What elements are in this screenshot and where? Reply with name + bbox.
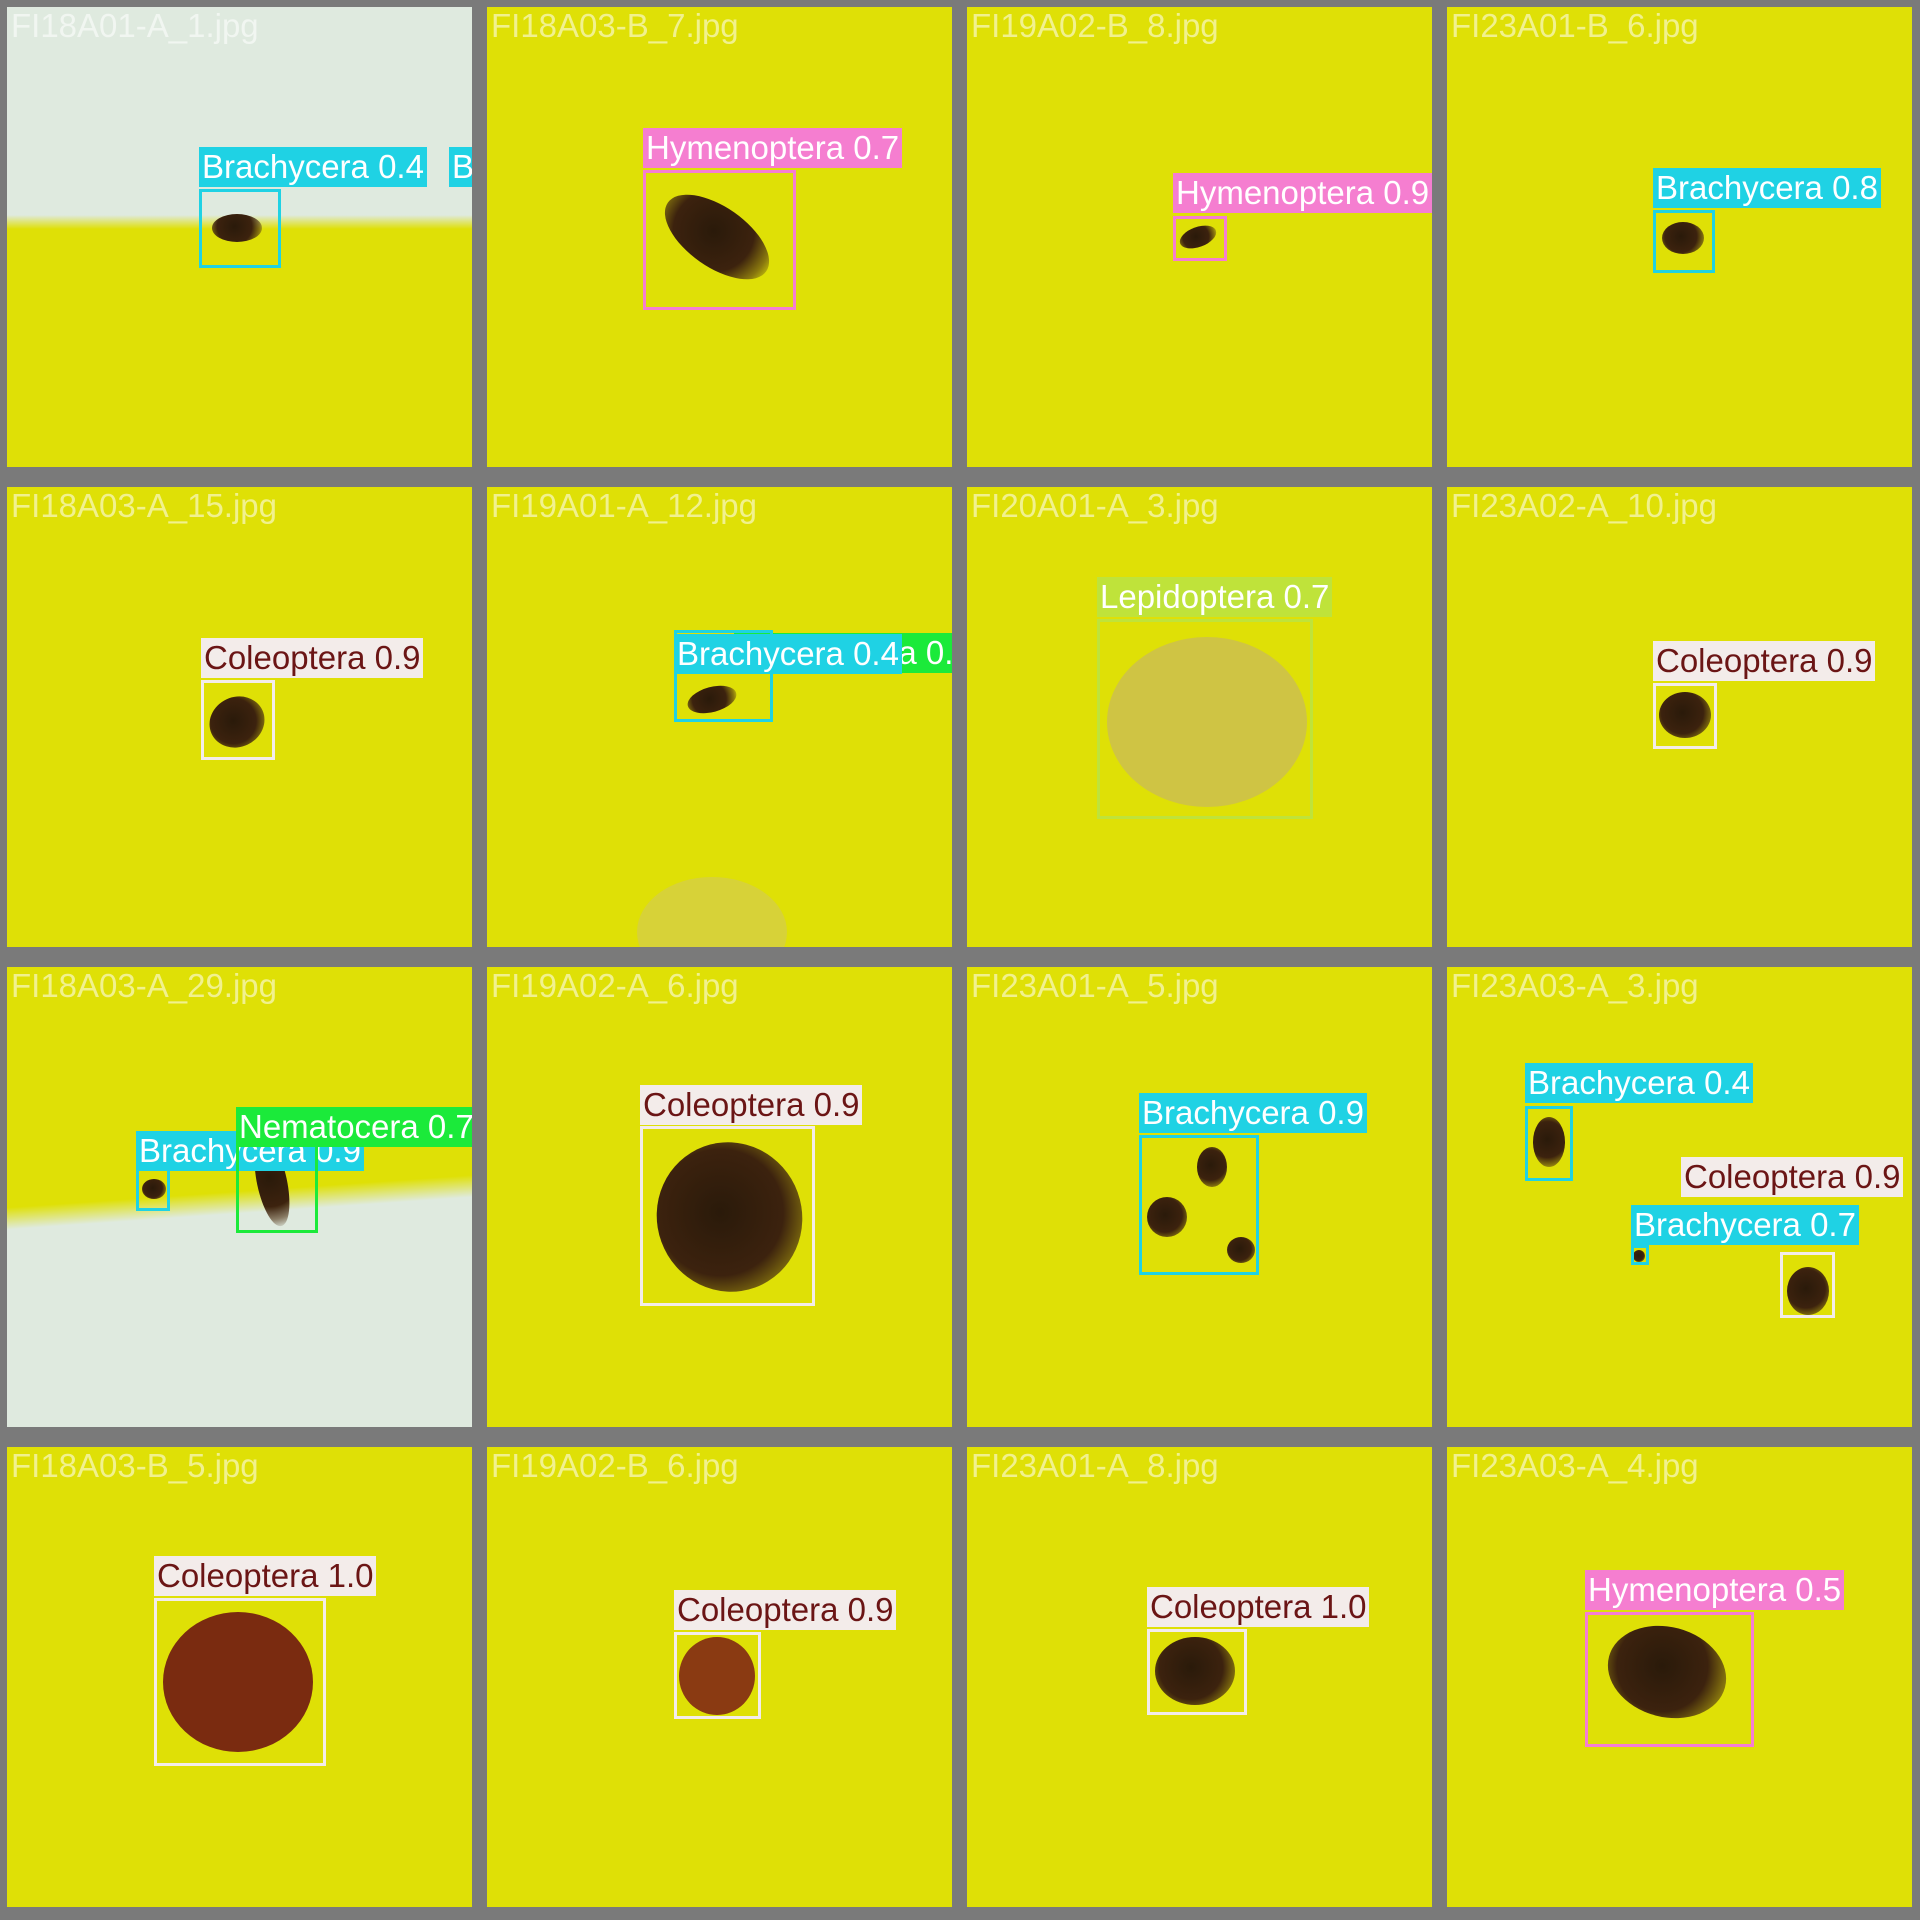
detection-box <box>1173 216 1227 261</box>
detection-box <box>1139 1135 1259 1275</box>
insect-specimen <box>1155 1637 1235 1705</box>
image-tile: Coleoptera 1.0 FI18A03-B_5.jpg <box>7 1447 472 1907</box>
image-tile: Nematocera 0.8Brachycera 0.4FI19A01-A_12… <box>487 487 952 947</box>
trap-photo <box>487 487 952 947</box>
image-filename: FI18A03-B_7.jpg <box>491 7 739 44</box>
image-tile: Hymenoptera 0.9 FI19A02-B_8.jpg <box>967 7 1432 467</box>
detection-label: Coleoptera 1.0 <box>1147 1587 1370 1627</box>
insect-specimen <box>142 1179 166 1199</box>
detection-box <box>674 1632 761 1719</box>
image-tile: Brachycera 0.4 Coleoptera 0.9 Brachycera 0… <box>1447 967 1912 1427</box>
insect-specimen <box>1197 1147 1227 1187</box>
detection-box <box>1097 619 1313 819</box>
image-filename: FI18A03-A_15.jpg <box>11 487 278 524</box>
trap-photo <box>967 967 1432 1427</box>
image-filename: FI19A01-A_12.jpg <box>491 487 758 524</box>
detection-label: Coleoptera 0.9 <box>1653 641 1876 681</box>
image-tile: Coleoptera 1.0 FI23A01-A_8.jpg <box>967 1447 1432 1907</box>
detection-label: Brachycera 0.4 <box>674 634 902 674</box>
image-filename: FI18A01-A_1.jpg <box>11 7 259 44</box>
detection-box <box>1631 1245 1649 1265</box>
image-filename: FI23A03-A_4.jpg <box>1451 1447 1699 1484</box>
image-filename: FI23A02-A_10.jpg <box>1451 487 1718 524</box>
insect-specimen <box>163 1612 313 1752</box>
detection-box <box>674 630 773 722</box>
image-tile: Brachycera 0.9 FI23A01-A_5.jpg <box>967 967 1432 1427</box>
detection-box <box>1585 1612 1754 1747</box>
image-filename: FI23A01-B_6.jpg <box>1451 7 1699 44</box>
image-tile: Coleoptera 0.9 FI19A02-B_6.jpg <box>487 1447 952 1907</box>
detection-box <box>1525 1106 1573 1181</box>
detection-box <box>201 680 275 760</box>
detection-label: Brachycera 0.9 <box>1139 1093 1367 1133</box>
detection-label: Coleoptera 1.0 <box>154 1556 377 1596</box>
insect-specimen <box>1633 1250 1645 1262</box>
detection-label: Hymenoptera 0.7 <box>643 128 903 168</box>
detection-label: Hymenoptera 0.9 <box>1173 173 1432 213</box>
detection-label: Brachycera 0.8 <box>1653 168 1881 208</box>
image-tile: Brachycera 0.8 FI23A01-B_6.jpg <box>1447 7 1912 467</box>
trap-photo <box>7 967 472 1427</box>
image-tile: Coleoptera 0.9 FI19A02-A_6.jpg <box>487 967 952 1427</box>
insect-specimen <box>1533 1117 1565 1167</box>
detection-box <box>1780 1252 1835 1318</box>
insect-specimen <box>1662 222 1704 254</box>
detection-label: Brachycera 0.9 <box>449 147 472 187</box>
insect-specimen <box>1787 1267 1829 1315</box>
detection-label: Brachycera 0.4 <box>1525 1063 1753 1103</box>
detection-label: Coleoptera 0.9 <box>1681 1157 1904 1197</box>
insect-specimen <box>1659 692 1711 738</box>
image-filename: FI19A02-B_8.jpg <box>971 7 1219 44</box>
detection-box <box>136 1167 170 1211</box>
image-filename: FI19A02-A_6.jpg <box>491 967 739 1004</box>
detection-label: Brachycera 0.4 <box>199 147 427 187</box>
detection-label: Coleoptera 0.9 <box>201 638 424 678</box>
image-filename: FI23A01-A_8.jpg <box>971 1447 1219 1484</box>
detection-label: Coleoptera 0.9 <box>674 1590 897 1630</box>
detection-label: Coleoptera 0.9 <box>640 1085 863 1125</box>
insect-specimen <box>1147 1197 1187 1237</box>
detection-label: Brachycera 0.9 <box>136 1131 364 1171</box>
image-filename: FI19A02-B_6.jpg <box>491 1447 739 1484</box>
detection-box <box>1147 1629 1247 1715</box>
detection-label: Lepidoptera 0.7 <box>1097 577 1333 617</box>
detection-box <box>640 1126 815 1306</box>
image-filename: FI23A01-A_5.jpg <box>971 967 1219 1004</box>
trap-photo <box>1447 967 1912 1427</box>
detection-label: Brachycera 0.7 <box>1631 1205 1859 1245</box>
image-tile: Coleoptera 0.9 FI18A03-A_15.jpg <box>7 487 472 947</box>
detection-box <box>1653 683 1717 749</box>
insect-specimen <box>212 214 262 242</box>
detection-label: Hymenoptera 0.5 <box>1585 1570 1845 1610</box>
image-tile: Coleoptera 0.9 FI23A02-A_10.jpg <box>1447 487 1912 947</box>
detection-box <box>154 1598 326 1766</box>
insect-specimen <box>1227 1237 1255 1263</box>
insect-specimen <box>1107 637 1307 807</box>
image-tile: Brachycera 0.4 Brachycera 0.9 FI18A01-A_1.… <box>7 7 472 467</box>
image-tile: Lepidoptera 0.7 FI20A01-A_3.jpg <box>967 487 1432 947</box>
image-tile: Brachycera 0.9 Nematocera 0.7 FI18A03-A_29… <box>7 967 472 1427</box>
detection-box <box>643 170 796 310</box>
image-filename: FI23A03-A_3.jpg <box>1451 967 1699 1004</box>
detection-box <box>1653 210 1715 273</box>
image-filename: FI20A01-A_3.jpg <box>971 487 1219 524</box>
image-tile: Hymenoptera 0.7 FI18A03-B_7.jpg <box>487 7 952 467</box>
detection-box <box>199 189 281 268</box>
insect-specimen <box>679 1637 755 1715</box>
detection-label: Nematocera 0.7 <box>236 1107 472 1147</box>
image-tile: Hymenoptera 0.5 FI23A03-A_4.jpg <box>1447 1447 1912 1907</box>
image-filename: FI18A03-B_5.jpg <box>11 1447 259 1484</box>
image-filename: FI18A03-A_29.jpg <box>11 967 278 1004</box>
